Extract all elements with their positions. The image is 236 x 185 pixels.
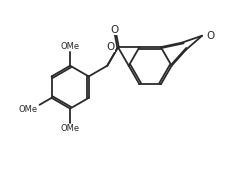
Text: O: O [110,25,118,35]
Text: O: O [106,42,115,52]
Text: OMe: OMe [61,124,80,133]
Text: OMe: OMe [61,42,80,51]
Text: O: O [206,31,214,41]
Text: OMe: OMe [18,105,37,114]
